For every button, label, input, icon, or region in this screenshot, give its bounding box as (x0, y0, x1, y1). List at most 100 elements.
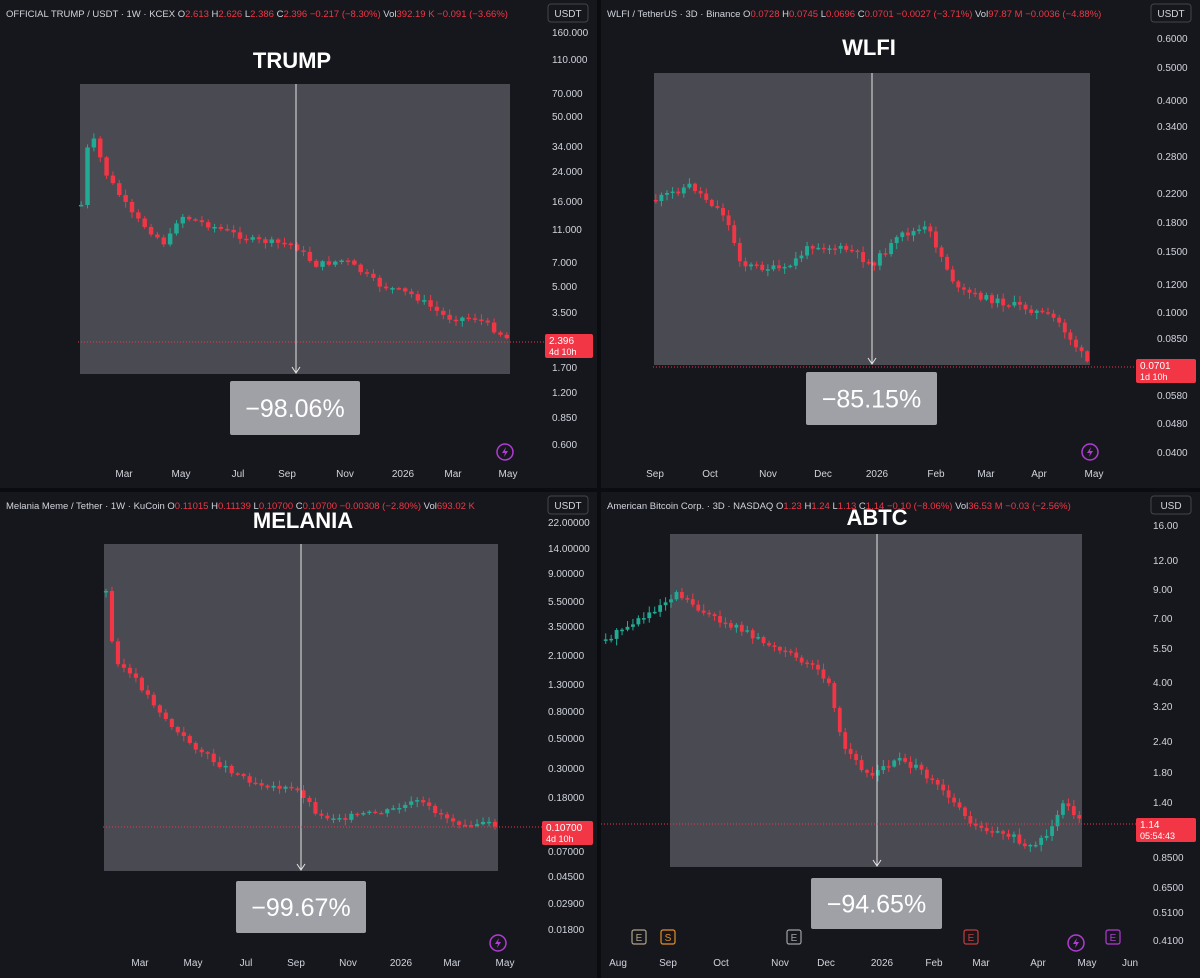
abtc-event-marker (786, 929, 802, 945)
abtc-candle (652, 611, 657, 614)
melania-x-tick-label: May (184, 958, 203, 969)
melania-change-label: −99.67% (251, 894, 350, 922)
abtc-candle (859, 760, 864, 771)
melania-header-line: Melania Meme / Tether · 1W · KuCoin O0.1… (6, 501, 476, 512)
abtc-event-marker (631, 929, 647, 945)
trump-candle (307, 251, 313, 261)
abtc-candle (979, 825, 984, 828)
trump-x-tick-label: Jul (232, 469, 245, 480)
wlfi-header-part: H (782, 9, 789, 20)
trump-candle (174, 223, 179, 234)
abtc-header-part: American Bitcoin Corp. · 3D · NASDAQ (607, 501, 776, 512)
melania-y-tick-label: 5.50000 (548, 597, 585, 608)
abtc-candle (1044, 835, 1049, 838)
trump-y-tick-label: 3.500 (552, 308, 577, 319)
abtc-candle (816, 664, 820, 670)
wlfi-header-part: C (858, 9, 865, 20)
abtc-candle (636, 618, 641, 625)
abtc-event-marker (1105, 929, 1121, 945)
melania-lightning-icon (489, 934, 507, 952)
melania-candle (421, 800, 426, 803)
melania-chart-title: MELANIA (253, 508, 353, 533)
melania-candle (175, 726, 180, 733)
melania-candle (265, 785, 270, 788)
wlfi-chart-panel[interactable]: WLFI −85.15% WLFI / TetherUS · 3D · Binanc… (601, 0, 1200, 488)
melania-candle (205, 752, 210, 754)
melania-x-tick-label: Mar (131, 958, 149, 969)
wlfi-y-tick-label: 0.1000 (1157, 308, 1188, 319)
wlfi-candle (821, 247, 826, 250)
abtc-currency-pill (1150, 495, 1192, 515)
wlfi-header-part: Vol (975, 9, 988, 20)
wlfi-candle (732, 225, 737, 243)
trump-candle (136, 212, 141, 219)
abtc-chart-panel[interactable]: ABTC −94.65% American Bitcoin Corp. · 3D ·… (601, 492, 1200, 978)
wlfi-header-part: 0.0728 (750, 9, 782, 20)
wlfi-candle (749, 264, 754, 267)
abtc-price-tag (1136, 818, 1196, 842)
abtc-candle (837, 708, 842, 733)
melania-header-part: 0.10700 (303, 501, 340, 512)
trump-candle (485, 320, 490, 323)
abtc-lightning-icon (1067, 934, 1085, 952)
abtc-candle (1022, 843, 1027, 847)
melania-candle (373, 811, 378, 814)
trump-candle (275, 239, 281, 243)
abtc-header-part: −0.03 (−2.56%) (1005, 501, 1071, 512)
trump-header-part: C (277, 9, 284, 20)
melania-y-tick-label: 22.00000 (548, 518, 590, 529)
wlfi-candle (827, 248, 832, 250)
trump-y-tick-label: 1.200 (552, 388, 577, 399)
melania-candle (289, 786, 294, 789)
abtc-chart-title: ABTC (846, 505, 907, 530)
wlfi-header-part: O (743, 9, 750, 20)
wlfi-candle (883, 253, 888, 255)
melania-candle (199, 749, 204, 753)
wlfi-candle (1012, 301, 1017, 306)
wlfi-candle (670, 191, 675, 194)
abtc-header-part: 36.53 M (968, 501, 1005, 512)
abtc-x-tick-label: 2026 (871, 958, 894, 969)
trump-candle (371, 273, 376, 278)
melania-x-tick-label: Jul (240, 958, 253, 969)
trump-y-tick-label: 160.000 (552, 28, 589, 39)
melania-candle (217, 762, 222, 768)
melania-chart-panel[interactable]: MELANIA −99.67% Melania Meme / Tether · 1W… (0, 492, 597, 978)
wlfi-candle (709, 199, 714, 207)
abtc-candle (1001, 831, 1005, 834)
melania-header-part: 0.11015 (175, 501, 211, 512)
melania-currency-pill (547, 495, 589, 515)
abtc-candle (631, 624, 635, 627)
abtc-header-part: 1.24 (811, 501, 832, 512)
wlfi-header-part: WLFI / TetherUS · 3D · Binance (607, 9, 743, 20)
wlfi-candle (676, 191, 681, 194)
melania-candle (403, 804, 408, 808)
wlfi-change-label-box (806, 372, 937, 425)
melania-candle (151, 694, 156, 706)
abtc-candle (1033, 844, 1038, 847)
melania-price-tag-value: 0.10700 (546, 823, 583, 834)
trump-x-tick-label: Mar (115, 469, 133, 480)
abtc-candle (658, 605, 663, 612)
abtc-y-tick-label: 2.40 (1153, 737, 1173, 748)
trump-candle (193, 219, 198, 221)
melania-y-tick-label: 3.50000 (548, 622, 585, 633)
melania-candle (109, 590, 115, 642)
trump-y-tick-label: 110.000 (552, 55, 588, 66)
abtc-candle (620, 629, 624, 632)
abtc-candle (848, 748, 853, 754)
trump-candle (326, 261, 332, 265)
melania-y-tick-label: 1.30000 (548, 680, 585, 691)
trump-y-tick-label: 70.000 (552, 89, 583, 100)
abtc-candle (995, 831, 1000, 833)
trump-candle (498, 332, 503, 335)
abtc-header-part: Vol (955, 501, 968, 512)
trump-candle (212, 226, 217, 229)
melania-price-tag (542, 821, 593, 845)
trump-chart-panel[interactable]: TRUMP −98.06% OFFICIAL TRUMP / USDT · 1W ·… (0, 0, 597, 488)
melania-candle (385, 809, 390, 814)
wlfi-y-tick-label: 0.1200 (1157, 280, 1188, 291)
melania-candle (133, 673, 139, 678)
abtc-candle (1039, 837, 1044, 845)
abtc-event-label: S (665, 933, 672, 944)
